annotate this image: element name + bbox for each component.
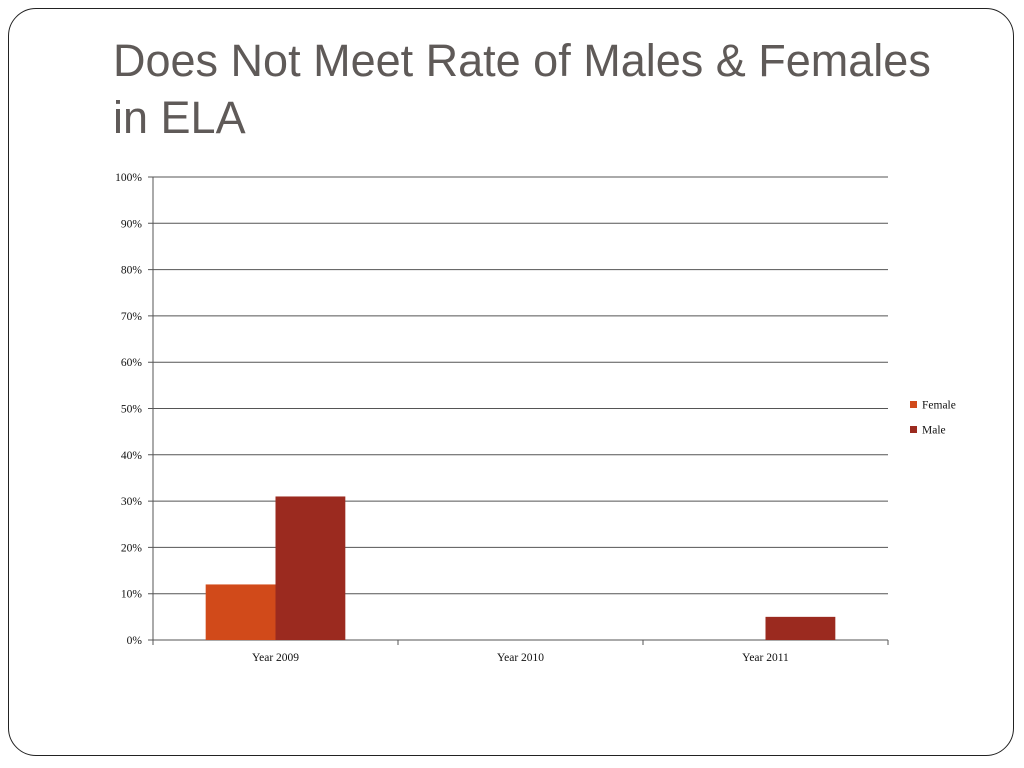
y-tick-label: 100% (115, 172, 142, 184)
slide-frame (8, 8, 1014, 756)
y-tick-label: 50% (121, 404, 143, 416)
bar-male-year-2011 (765, 616, 836, 640)
legend-swatch-female (910, 401, 917, 408)
bar-female-year-2009 (205, 584, 276, 640)
y-tick-label: 60% (121, 357, 143, 369)
y-tick-label: 0% (127, 635, 143, 647)
x-tick-label: Year 2009 (252, 652, 299, 664)
x-tick-label: Year 2010 (497, 652, 544, 664)
y-tick-label: 20% (121, 542, 143, 554)
legend-label-female: Female (922, 400, 956, 412)
y-tick-label: 90% (121, 218, 143, 230)
y-tick-label: 80% (121, 265, 143, 277)
y-tick-label: 10% (121, 589, 143, 601)
slide-title: Does Not Meet Rate of Males & Females in… (113, 35, 931, 143)
y-tick-label: 70% (121, 311, 143, 323)
x-tick-label: Year 2011 (742, 652, 789, 664)
legend-label-male: Male (922, 425, 946, 437)
y-tick-label: 40% (121, 450, 143, 462)
legend-swatch-male (910, 426, 917, 433)
bar-male-year-2009 (275, 496, 346, 640)
y-tick-label: 30% (121, 496, 143, 508)
